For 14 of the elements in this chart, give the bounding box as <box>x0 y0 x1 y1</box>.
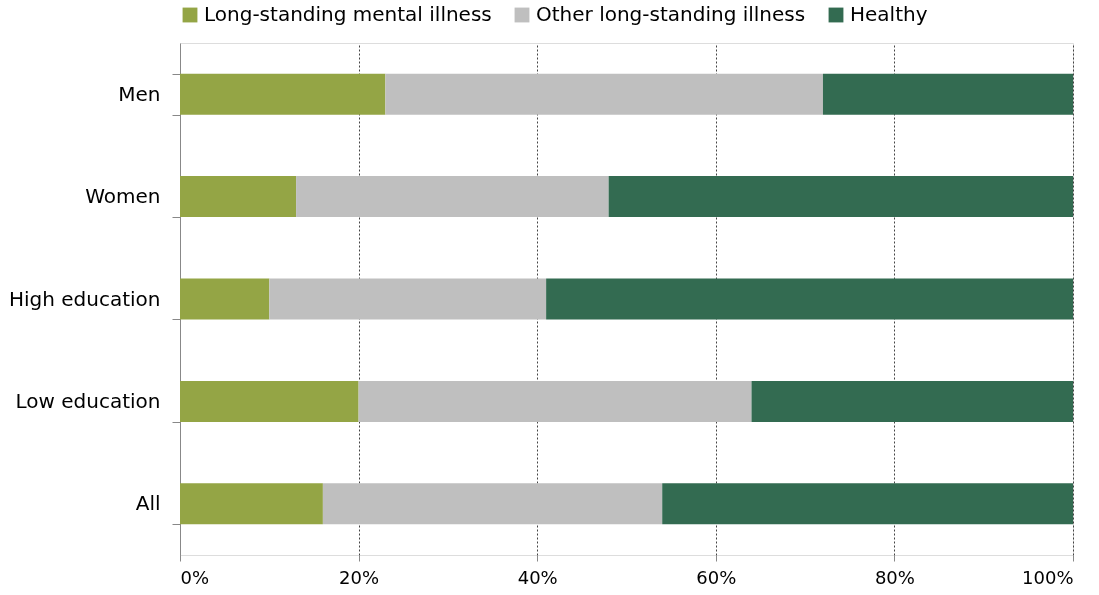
legend-label: Long-standing mental illness <box>204 2 492 26</box>
x-tick-label: 0% <box>180 566 210 588</box>
y-tick-label: Women <box>85 184 161 209</box>
y-tick-label: Men <box>118 81 161 106</box>
legend-label: Other long-standing illness <box>536 2 806 26</box>
x-tick-label: 80% <box>874 566 915 588</box>
x-tick-label: 100% <box>1022 566 1074 588</box>
legend-label: Healthy <box>850 2 928 26</box>
y-tick-label: Low education <box>15 388 161 413</box>
x-tick-label: 40% <box>517 566 558 588</box>
x-tick-label: 60% <box>696 566 737 588</box>
x-tick-label: 20% <box>339 566 380 588</box>
y-tick-label: High education <box>8 286 161 311</box>
y-tick-label: All <box>135 491 161 516</box>
